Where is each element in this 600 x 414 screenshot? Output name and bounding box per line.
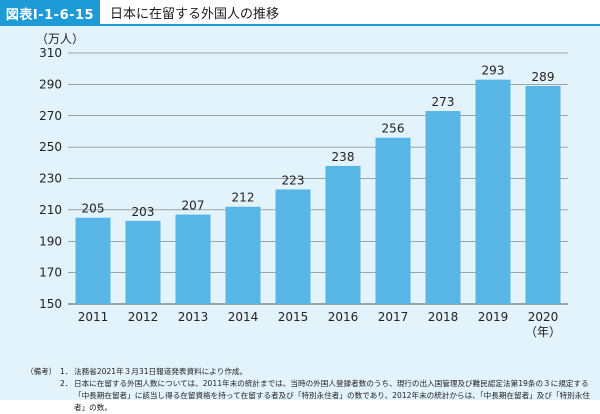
figure-title: 日本に在留する外国人の推移	[100, 0, 600, 26]
x-tick-label: 2015	[278, 310, 309, 324]
figure-number: 図表Ⅰ-1-6-15	[0, 0, 100, 26]
data-label: 205	[82, 202, 105, 216]
bar	[275, 189, 311, 304]
notes: （備考） 1． 法務省2021年３月31日報道発表資料により作成。 2． 日本に…	[26, 366, 591, 414]
y-tick-label: 230	[39, 172, 62, 186]
note-text: 法務省2021年３月31日報道発表資料により作成。	[74, 367, 248, 376]
figure-header: 図表Ⅰ-1-6-15 日本に在留する外国人の推移	[0, 0, 600, 26]
bar	[375, 137, 411, 304]
note-row: 2． 日本に在留する外国人数については、2011年末の統計までは、当時の外国人登…	[26, 378, 591, 414]
x-tick-label: 2011	[78, 310, 109, 324]
bar	[325, 165, 361, 304]
bar	[225, 206, 261, 304]
y-tick-label: 190	[39, 234, 62, 248]
bar	[75, 217, 111, 304]
x-axis-title: （年）	[525, 325, 561, 339]
bar	[425, 111, 461, 304]
x-tick-label: 2014	[228, 310, 259, 324]
y-axis-title: （万人）	[36, 32, 84, 46]
y-tick-label: 170	[39, 266, 62, 280]
note-number: 2．	[60, 379, 73, 388]
data-label: 293	[482, 64, 505, 78]
x-tick-label: 2019	[478, 310, 509, 324]
data-label: 207	[182, 199, 205, 213]
x-tick-label: 2016	[328, 310, 359, 324]
bar	[475, 79, 511, 304]
y-tick-label: 250	[39, 140, 62, 154]
note-text: 日本に在留する外国人数については、2011年末の統計までは、当時の外国人登録者数…	[74, 379, 590, 412]
note-row: （備考） 1． 法務省2021年３月31日報道発表資料により作成。	[26, 366, 591, 378]
data-label: 273	[432, 95, 455, 109]
bar	[125, 220, 161, 304]
data-label: 223	[282, 173, 305, 187]
note-number: 1．	[60, 367, 73, 376]
data-label: 212	[232, 191, 255, 205]
bar	[175, 214, 211, 304]
notes-label: （備考）	[26, 367, 57, 376]
data-label: 203	[132, 205, 155, 219]
chart-panel: 150 170 190 210 230 250 270 290 310 （万人） 205 2011 20…	[0, 26, 600, 412]
data-label: 289	[532, 70, 555, 84]
x-tick-label: 2012	[128, 310, 159, 324]
x-tick-label: 2020	[528, 310, 559, 324]
y-tick-label: 290	[39, 77, 62, 91]
y-tick-label: 270	[39, 109, 62, 123]
x-tick-label: 2013	[178, 310, 209, 324]
bar-chart: 150 170 190 210 230 250 270 290 310（万人） 205 2011 20…	[36, 32, 568, 339]
y-tick-label: 150	[39, 297, 62, 311]
x-tick-label: 2017	[378, 310, 409, 324]
bar	[525, 85, 561, 304]
y-tick-label: 210	[39, 203, 62, 217]
y-tick-label: 310	[39, 46, 62, 60]
data-label: 238	[332, 150, 355, 164]
x-tick-label: 2018	[428, 310, 459, 324]
data-label: 256	[382, 122, 405, 136]
